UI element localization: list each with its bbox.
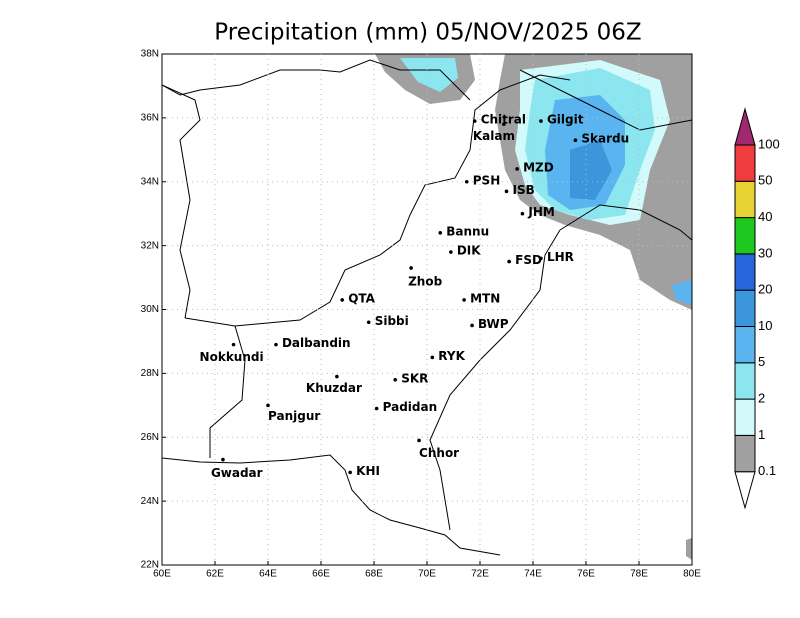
colorbar-box xyxy=(734,289,756,328)
x-tick-label: 80E xyxy=(683,569,701,580)
city-marker xyxy=(472,119,477,123)
colorbar-box xyxy=(734,362,756,400)
colorbar-label: 5 xyxy=(758,354,765,369)
x-tick-label: 64E xyxy=(259,569,277,580)
city-marker xyxy=(348,470,352,475)
city-label: Padidan xyxy=(383,400,438,414)
colorbar-box xyxy=(734,217,756,255)
city-label: Kalam xyxy=(473,129,515,143)
colorbar-label: 10 xyxy=(758,318,772,333)
city-marker xyxy=(573,138,578,143)
colorbar-box xyxy=(734,180,756,219)
city-label: Dalbandin xyxy=(282,336,351,350)
city-label: Skardu xyxy=(581,132,629,146)
city-marker xyxy=(393,377,398,382)
city-label: Panjgur xyxy=(268,409,320,423)
city-label: Nokkundi xyxy=(200,350,264,364)
city-label: PSH xyxy=(473,173,500,187)
colorbar-end xyxy=(734,107,756,146)
x-tick-label: 76E xyxy=(577,569,595,580)
y-tick-label: 34N xyxy=(141,176,159,187)
city-label: Chhor xyxy=(419,446,459,460)
colorbar-box xyxy=(734,144,756,182)
x-tick-label: 60E xyxy=(153,569,171,580)
colorbar-label: 50 xyxy=(758,173,772,188)
x-tick-label: 68E xyxy=(365,569,383,580)
city-label: ISB xyxy=(513,183,535,197)
city-marker xyxy=(462,298,466,302)
city-marker xyxy=(520,211,525,216)
city-label: Bannu xyxy=(446,224,489,238)
city-marker xyxy=(504,189,509,194)
city-label: RYK xyxy=(438,349,465,363)
city-marker xyxy=(470,323,474,328)
city-label: Zhob xyxy=(408,274,442,288)
city-marker xyxy=(266,403,270,408)
city-marker xyxy=(438,231,443,235)
y-tick-label: 26N xyxy=(141,432,159,443)
city-label: DIK xyxy=(457,244,481,258)
city-marker xyxy=(464,179,469,184)
city-marker xyxy=(539,119,543,123)
y-tick-label: 22N xyxy=(141,560,159,571)
city-marker xyxy=(340,298,345,302)
colorbar-end xyxy=(734,471,756,510)
colorbar-label: 30 xyxy=(758,245,772,260)
city-marker xyxy=(417,438,421,443)
y-tick-label: 38N xyxy=(141,49,159,60)
city-label: LHR xyxy=(547,250,574,264)
city-label: FSD xyxy=(515,253,542,267)
colorbar-label: 100 xyxy=(758,136,780,151)
city-marker xyxy=(502,122,506,127)
x-tick-label: 70E xyxy=(418,569,436,580)
colorbar-box xyxy=(734,398,756,436)
x-tick-label: 62E xyxy=(206,569,224,580)
colorbar-label: 2 xyxy=(758,391,765,406)
colorbar-label: 1 xyxy=(758,427,765,442)
colorbar-box xyxy=(734,326,756,364)
city-marker xyxy=(335,374,339,379)
y-tick-label: 24N xyxy=(141,496,159,507)
city-marker xyxy=(507,259,511,264)
city-marker xyxy=(231,342,236,347)
city-label: Khuzdar xyxy=(306,381,362,395)
colorbar-label: 40 xyxy=(758,209,772,224)
city-label: QTA xyxy=(348,291,375,305)
map-title: Precipitation (mm) 05/NOV/2025 06Z xyxy=(214,20,641,46)
y-tick-label: 32N xyxy=(141,240,159,251)
x-tick-label: 74E xyxy=(524,569,542,580)
city-marker xyxy=(515,167,519,171)
city-label: KHI xyxy=(356,464,380,478)
city-label: MZD xyxy=(523,160,554,174)
city-marker xyxy=(274,342,278,347)
city-marker xyxy=(449,250,453,254)
city-marker xyxy=(366,320,371,325)
city-label: Chitral xyxy=(481,113,526,127)
city-label: Sibbi xyxy=(375,314,409,328)
colorbar-label: 20 xyxy=(758,282,772,297)
x-tick-label: 78E xyxy=(630,569,648,580)
x-tick-label: 72E xyxy=(471,569,489,580)
colorbar-label: 0.1 xyxy=(758,463,776,478)
city-label: Gilgit xyxy=(547,113,584,127)
x-tick-label: 66E xyxy=(312,569,330,580)
city-marker xyxy=(430,355,435,360)
y-tick-label: 28N xyxy=(141,368,159,379)
city-marker xyxy=(539,256,543,261)
city-marker xyxy=(221,457,225,462)
y-tick-label: 30N xyxy=(141,304,159,315)
colorbar-box xyxy=(734,253,756,291)
city-label: SKR xyxy=(401,371,428,385)
city-label: MTN xyxy=(470,291,500,305)
city-label: JHM xyxy=(527,205,554,219)
city-marker xyxy=(374,406,379,411)
city-marker xyxy=(409,266,413,270)
y-tick-label: 36N xyxy=(141,113,159,124)
city-label: BWP xyxy=(478,317,509,331)
colorbar-box xyxy=(734,434,756,473)
city-label: Gwadar xyxy=(211,466,263,480)
